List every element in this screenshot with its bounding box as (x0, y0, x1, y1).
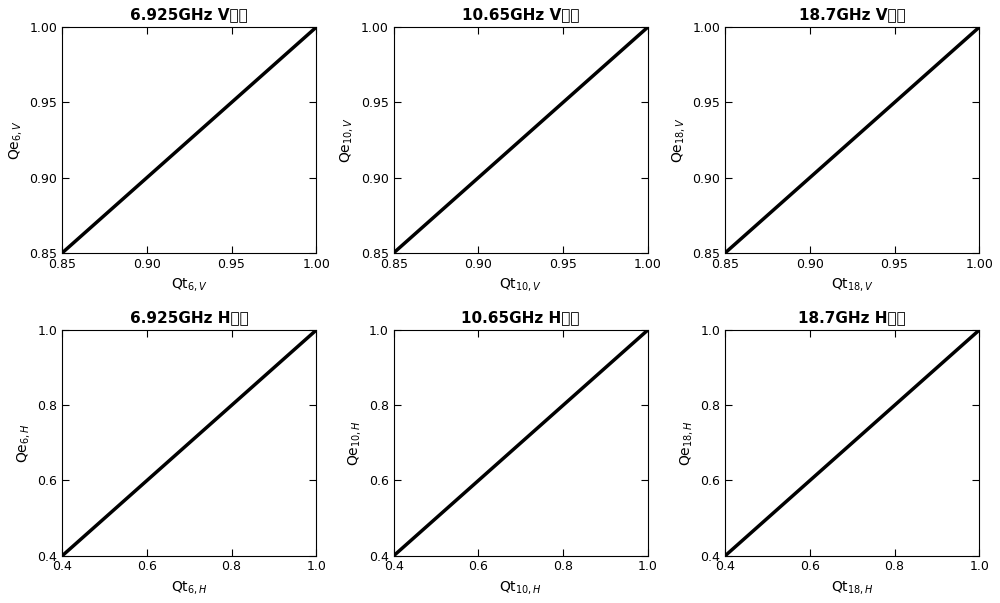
Title: 18.7GHz V极化: 18.7GHz V极化 (799, 7, 906, 22)
Title: 6.925GHz V极化: 6.925GHz V极化 (130, 7, 248, 22)
Y-axis label: Qe$_{10,V}$: Qe$_{10,V}$ (338, 117, 355, 163)
X-axis label: Qt$_{18,H}$: Qt$_{18,H}$ (831, 579, 874, 596)
Title: 18.7GHz H极化: 18.7GHz H极化 (798, 310, 906, 325)
Title: 10.65GHz H极化: 10.65GHz H极化 (461, 310, 580, 325)
Y-axis label: Qe$_{6,H}$: Qe$_{6,H}$ (15, 423, 32, 463)
X-axis label: Qt$_{6,V}$: Qt$_{6,V}$ (171, 276, 208, 293)
Y-axis label: Qe$_{6,V}$: Qe$_{6,V}$ (7, 120, 24, 160)
Title: 10.65GHz V极化: 10.65GHz V极化 (462, 7, 579, 22)
Y-axis label: Qe$_{18,V}$: Qe$_{18,V}$ (670, 117, 687, 163)
X-axis label: Qt$_{10,H}$: Qt$_{10,H}$ (499, 579, 542, 596)
Title: 6.925GHz H极化: 6.925GHz H极化 (130, 310, 249, 325)
Y-axis label: Qe$_{10,H}$: Qe$_{10,H}$ (346, 420, 363, 466)
X-axis label: Qt$_{6,H}$: Qt$_{6,H}$ (171, 579, 208, 596)
X-axis label: Qt$_{18,V}$: Qt$_{18,V}$ (831, 276, 874, 293)
Y-axis label: Qe$_{18,H}$: Qe$_{18,H}$ (678, 420, 695, 466)
X-axis label: Qt$_{10,V}$: Qt$_{10,V}$ (499, 276, 542, 293)
